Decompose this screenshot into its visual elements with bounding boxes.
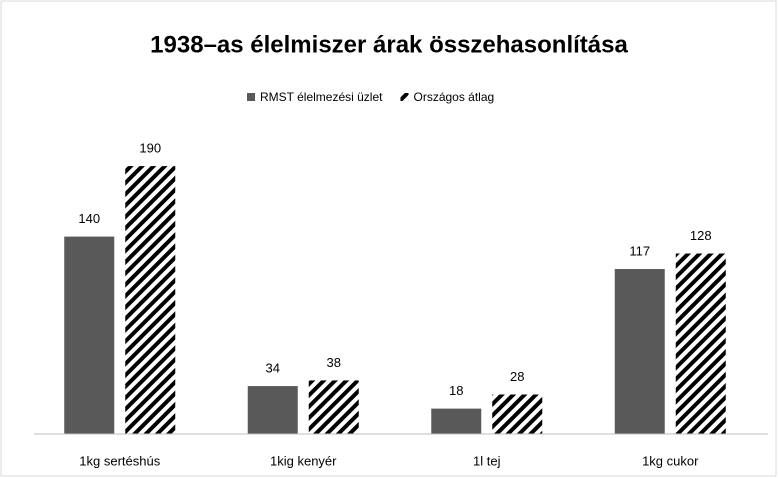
data-label: 128 (690, 228, 712, 243)
data-label: 38 (327, 355, 341, 370)
bar (125, 166, 176, 434)
chart-title: 1938–as élelmiszer árak összehasonlítása (150, 31, 628, 58)
data-label: 28 (510, 369, 524, 384)
data-label: 117 (629, 243, 650, 258)
bar (675, 253, 726, 434)
bar (64, 236, 115, 434)
data-label: 190 (139, 141, 161, 156)
bar (431, 408, 482, 434)
x-tick-label: 1kg cukor (642, 453, 699, 468)
legend-swatch (400, 93, 409, 101)
bar (492, 394, 543, 434)
x-tick-label: 1kg sertéshús (79, 453, 160, 468)
x-tick-label: 1kig kenyér (270, 453, 337, 468)
data-label: 140 (78, 211, 100, 226)
bar (308, 380, 359, 434)
x-tick-label: 1l tej (473, 453, 501, 468)
data-label: 34 (266, 360, 280, 375)
bar (614, 269, 665, 434)
legend-label: RMST élelmezési üzlet (260, 90, 383, 104)
bar (247, 386, 298, 434)
legend-swatch (247, 93, 255, 101)
data-label: 18 (449, 383, 463, 398)
legend-label: Országos átlag (413, 90, 494, 104)
